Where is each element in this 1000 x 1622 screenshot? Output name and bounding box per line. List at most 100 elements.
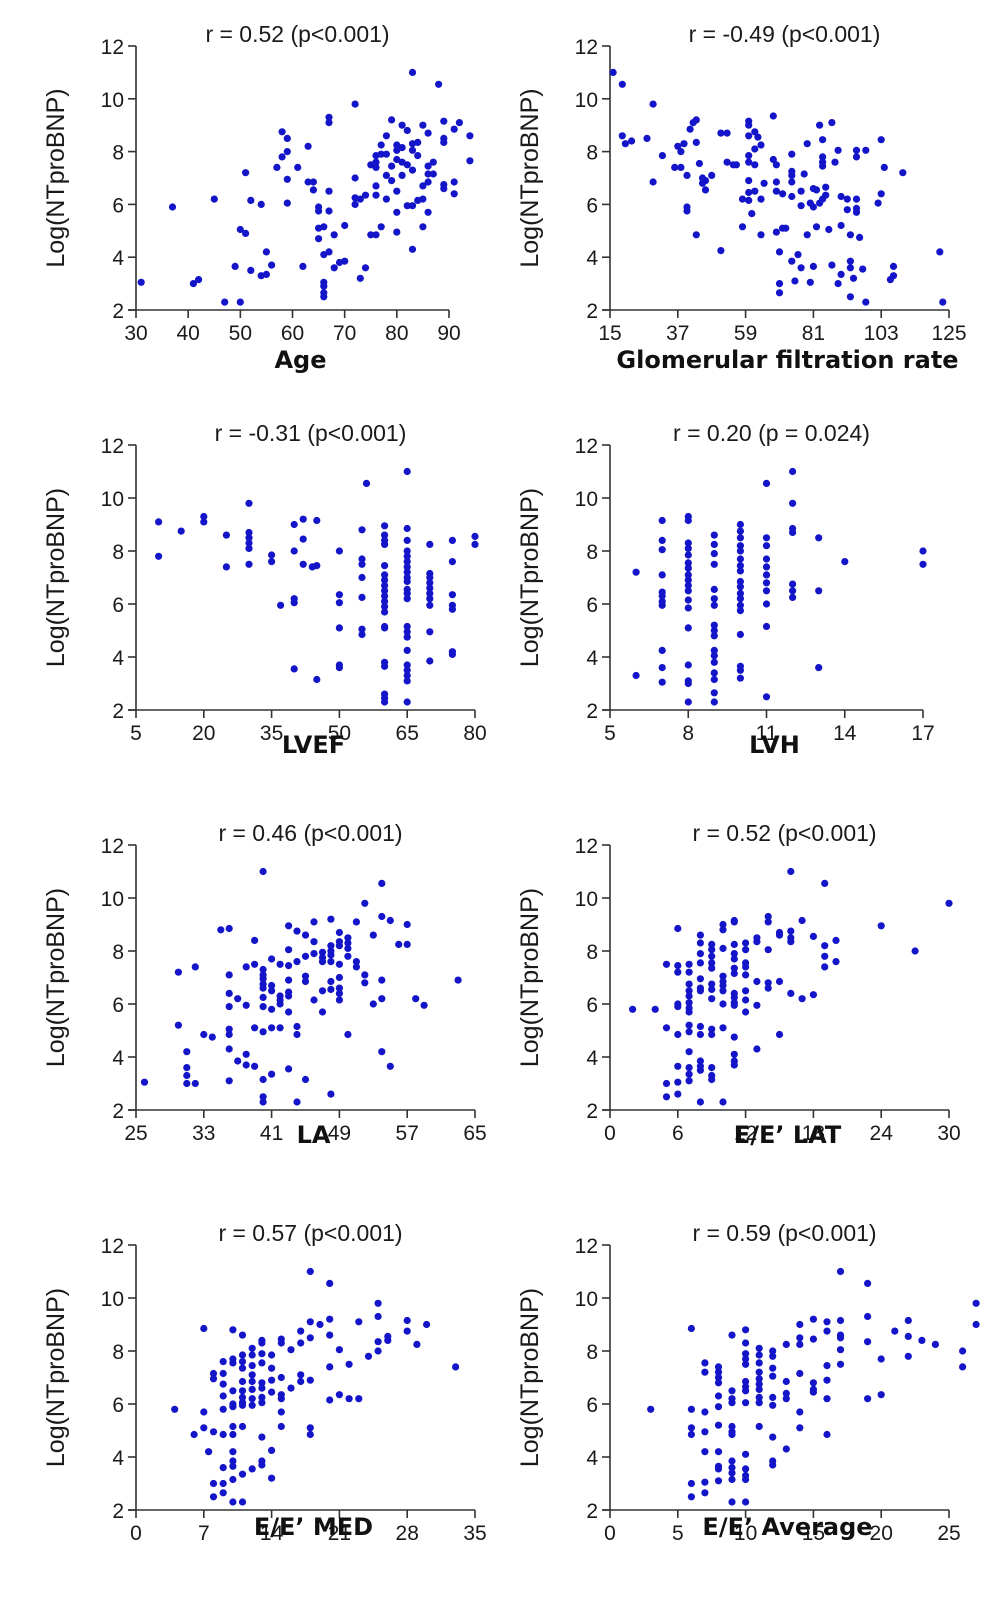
data-point [403,536,411,545]
x-tick-label: 17 [911,722,934,745]
data-point [822,183,830,191]
x-axis-label: LA [297,1121,331,1149]
data-point [238,1364,247,1372]
data-point [701,1359,709,1367]
data-point [837,221,845,230]
data-point [728,1469,736,1477]
data-point [358,630,366,639]
data-point [258,1433,266,1441]
data-point [662,1079,671,1088]
data-point [318,987,327,995]
x-tick-label: 37 [666,322,689,345]
data-point [864,1395,872,1403]
data-point [837,192,845,201]
data-point [683,207,691,215]
y-tick-label: 4 [112,1047,124,1070]
data-point [345,1395,353,1403]
data-point [403,671,411,680]
data-point [403,547,411,555]
data-point [309,186,317,194]
data-point [424,170,432,178]
data-point [245,544,253,553]
data-point [429,170,437,178]
data-point [448,591,456,599]
data-point [285,922,293,930]
data-point [393,208,401,216]
x-tick-label: 21 [328,1522,351,1545]
data-point [258,1399,266,1407]
data-point [258,1350,266,1358]
data-point [285,962,293,970]
data-point [769,1401,777,1409]
data-point [225,1077,233,1085]
data-point [819,153,827,161]
data-point [852,195,861,203]
data-point [268,261,276,269]
data-point [403,1327,411,1335]
x-tick-label: 20 [192,722,215,745]
data-point [381,624,389,632]
data-point [306,1430,314,1439]
data-point [692,138,700,146]
data-point [408,245,417,253]
data-point [278,128,286,136]
x-tick-label: 6 [672,1122,684,1145]
y-axis-label: Log(NTproBNP) [42,1288,70,1467]
data-point [403,589,411,598]
x-tick-label: 5 [672,1522,684,1545]
data-point [299,560,307,568]
data-point [687,1493,696,1501]
y-tick-label: 12 [101,835,124,858]
data-point [696,1066,705,1074]
scatter-panel-ee_avg: 2 4 6 8 10 12 0 5 10 15 20 25 Log(NTproBNP) r = 0.59 … [516,1220,980,1545]
data-point [330,231,338,239]
x-tick-label: 80 [463,722,486,745]
data-point [710,601,718,609]
data-point [618,80,626,88]
data-point [904,1352,912,1360]
data-point [395,940,403,949]
data-point [290,599,298,607]
data-point [719,1000,727,1008]
data-point [377,150,385,158]
data-point [684,587,692,595]
data-point [757,195,765,203]
data-point [775,289,784,297]
data-point [234,1057,242,1065]
y-tick-label: 12 [101,435,124,458]
data-point [609,68,617,76]
y-tick-label: 12 [101,36,124,59]
data-point [313,675,321,684]
data-point [674,962,682,970]
data-point [174,968,182,976]
data-point [238,1393,247,1401]
y-tick-label: 12 [575,1235,598,1258]
data-point [377,141,385,149]
data-point [736,577,745,586]
data-point [877,136,885,144]
data-point [762,622,771,631]
data-point [728,1475,736,1484]
data-point [684,576,692,584]
data-point [229,1387,237,1395]
data-point [717,129,725,137]
data-point [760,179,768,187]
data-point [361,191,370,199]
data-point [846,293,855,301]
data-point [191,1079,199,1088]
data-point [710,595,718,603]
data-point [701,1489,709,1497]
data-point [209,1375,218,1383]
data-point [209,1479,218,1488]
x-tick-label: 15 [802,1522,825,1545]
data-point [732,161,741,169]
data-point [381,581,389,590]
data-point [728,1430,736,1439]
data-point [788,171,796,179]
data-point [276,960,284,968]
data-point [381,603,389,611]
data-point [846,231,855,239]
data-point [815,664,823,672]
data-point [931,1340,940,1348]
data-point [229,1359,237,1367]
